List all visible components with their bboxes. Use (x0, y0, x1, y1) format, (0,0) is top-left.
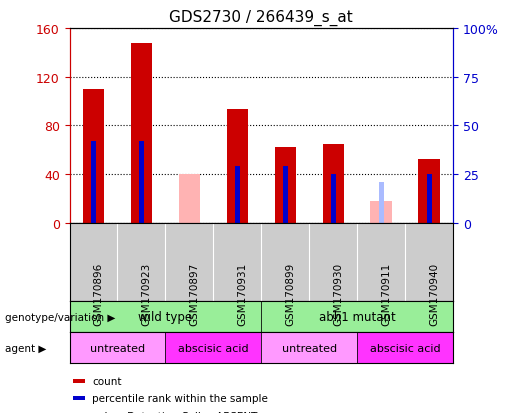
Bar (261, 301, 453, 332)
Bar (322, 144, 344, 223)
Text: abh1 mutant: abh1 mutant (319, 311, 396, 323)
Bar (165, 332, 261, 363)
Text: genotype/variation ▶: genotype/variation ▶ (5, 312, 115, 322)
Text: untreated: untreated (282, 343, 337, 353)
Text: agent ▶: agent ▶ (5, 343, 46, 353)
Text: GSM170899: GSM170899 (285, 262, 295, 325)
Text: untreated: untreated (90, 343, 145, 353)
Text: abscisic acid: abscisic acid (370, 343, 440, 353)
Bar (370, 201, 392, 223)
Text: GSM170911: GSM170911 (381, 262, 391, 325)
Bar (91, 142, 96, 223)
Bar (227, 110, 248, 223)
Text: percentile rank within the sample: percentile rank within the sample (93, 393, 268, 403)
Bar (70, 301, 261, 332)
Bar (139, 142, 144, 223)
Text: GSM170923: GSM170923 (142, 262, 151, 325)
Bar (418, 160, 440, 223)
Text: count: count (93, 376, 122, 386)
Bar (379, 182, 384, 223)
Text: wild type: wild type (139, 311, 193, 323)
Text: abscisic acid: abscisic acid (178, 343, 249, 353)
Text: GSM170940: GSM170940 (429, 262, 439, 325)
Bar (261, 332, 357, 363)
Text: GSM170930: GSM170930 (333, 262, 344, 325)
Bar (274, 148, 296, 223)
Title: GDS2730 / 266439_s_at: GDS2730 / 266439_s_at (169, 10, 353, 26)
Bar (357, 332, 453, 363)
Bar (73, 379, 85, 383)
Bar (73, 396, 85, 400)
Text: GSM170931: GSM170931 (237, 262, 247, 325)
Bar (283, 167, 288, 223)
Bar (131, 43, 152, 223)
Bar (331, 174, 336, 223)
Text: value, Detection Call = ABSENT: value, Detection Call = ABSENT (93, 411, 258, 413)
Text: GSM170897: GSM170897 (190, 262, 199, 325)
Bar (427, 174, 432, 223)
Bar (235, 167, 240, 223)
Bar (83, 90, 105, 223)
Bar (179, 174, 200, 223)
Bar (70, 332, 165, 363)
Text: GSM170896: GSM170896 (94, 262, 104, 325)
